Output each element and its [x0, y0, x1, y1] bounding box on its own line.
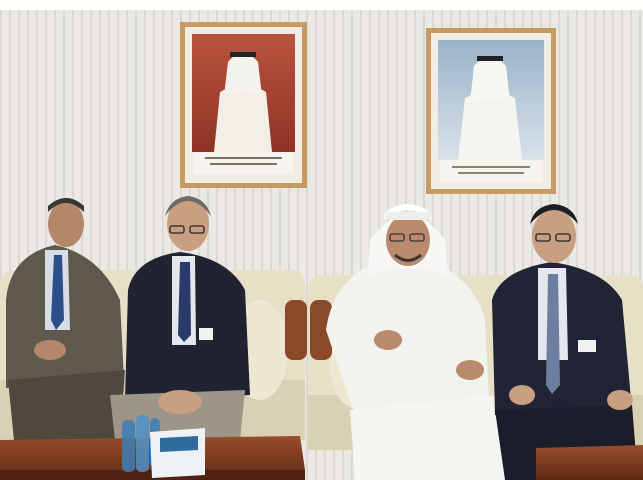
- tissue-box: [150, 428, 205, 478]
- coffee-table-right: [536, 445, 643, 480]
- person-2: [110, 196, 250, 440]
- portrait-frame-left: [180, 22, 307, 188]
- portrait-frame-right: [426, 28, 556, 194]
- person-3: [326, 204, 505, 480]
- person-1: [6, 198, 125, 450]
